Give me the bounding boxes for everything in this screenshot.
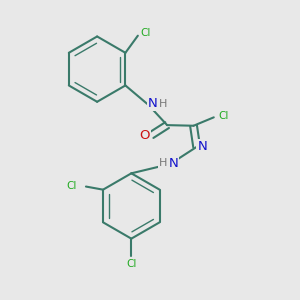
Text: Cl: Cl (66, 181, 76, 190)
Text: Cl: Cl (126, 259, 136, 269)
Text: Cl: Cl (218, 111, 228, 121)
Text: O: O (140, 129, 150, 142)
Text: Cl: Cl (140, 28, 151, 38)
Text: N: N (169, 157, 178, 170)
Text: H: H (159, 158, 168, 168)
Text: H: H (159, 99, 168, 109)
Text: N: N (197, 140, 207, 153)
Text: N: N (148, 98, 158, 110)
